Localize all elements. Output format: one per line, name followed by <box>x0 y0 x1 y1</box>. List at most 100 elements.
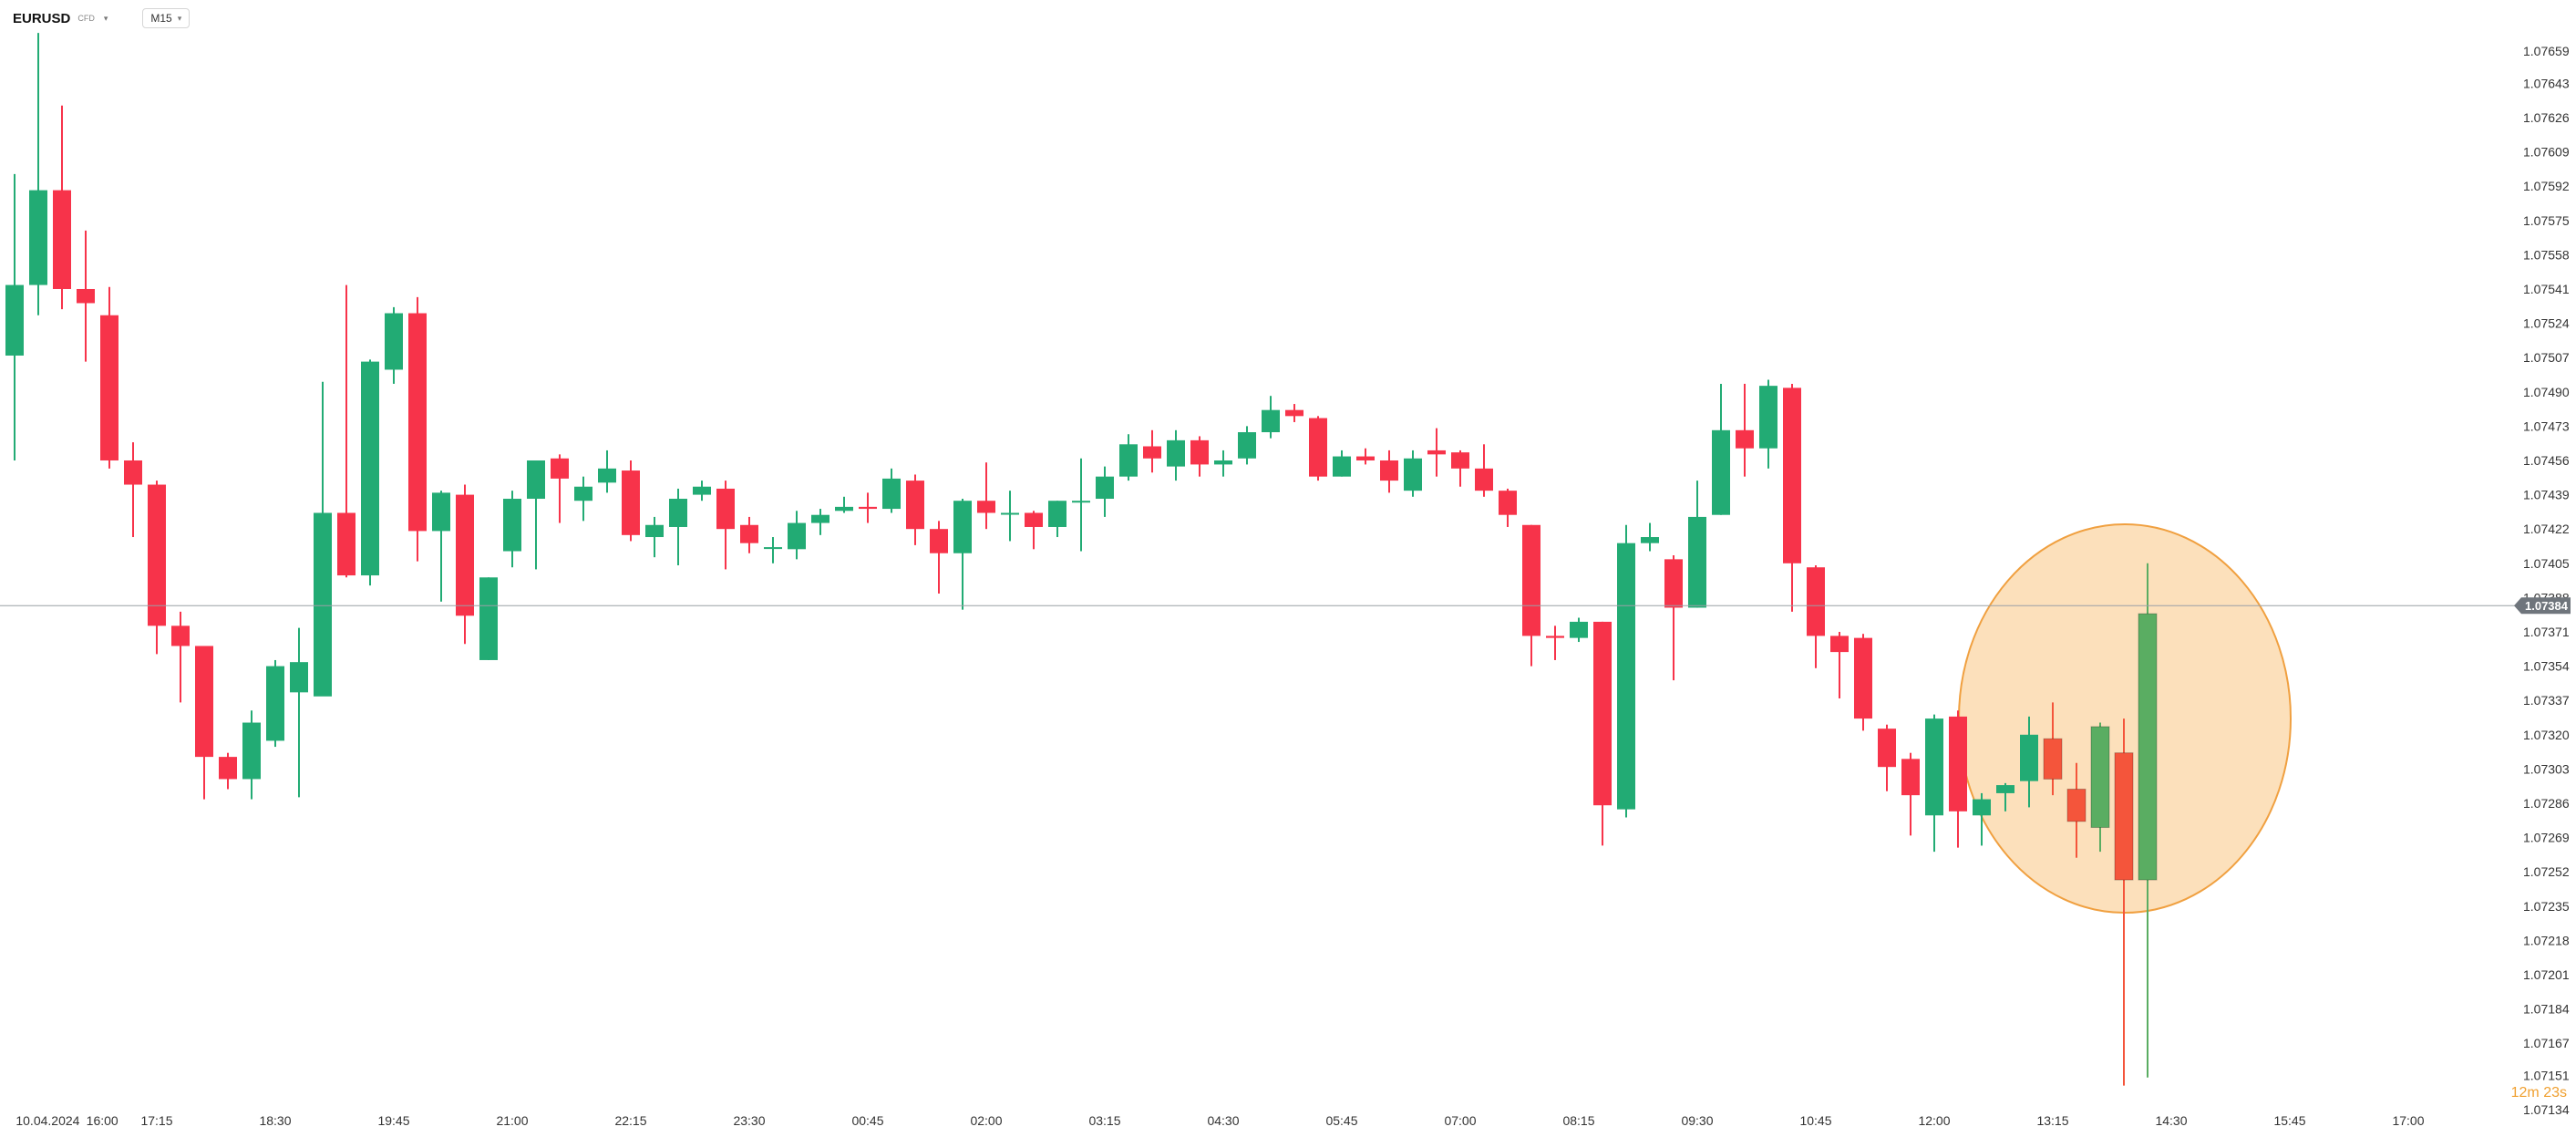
candle[interactable] <box>977 462 995 530</box>
candle[interactable] <box>2114 718 2134 1086</box>
candle[interactable] <box>1262 396 1280 439</box>
candle[interactable] <box>242 710 261 800</box>
candle[interactable] <box>1001 491 1019 542</box>
candle[interactable] <box>266 659 284 748</box>
candle[interactable] <box>148 481 166 655</box>
candle[interactable] <box>385 306 403 384</box>
candle[interactable] <box>1830 631 1849 698</box>
candle[interactable] <box>2090 722 2110 853</box>
candle[interactable] <box>432 491 450 602</box>
symbol-label[interactable]: EURUSD <box>13 10 71 26</box>
candle[interactable] <box>1333 450 1351 477</box>
symbol-dropdown-chevron-down-icon[interactable]: ▾ <box>103 13 108 23</box>
candle[interactable] <box>1285 404 1303 422</box>
candle[interactable] <box>1783 383 1801 612</box>
candle[interactable] <box>1901 752 1920 836</box>
candle[interactable] <box>930 521 948 594</box>
candle[interactable] <box>1214 450 1232 477</box>
candle[interactable] <box>1996 782 2014 811</box>
candle[interactable] <box>124 442 142 538</box>
candle[interactable] <box>2043 702 2063 796</box>
candle[interactable] <box>1096 466 1114 517</box>
candle[interactable] <box>53 105 71 310</box>
candle[interactable] <box>1025 511 1043 550</box>
candle[interactable] <box>1949 710 1967 848</box>
candle[interactable] <box>811 509 829 535</box>
candle[interactable] <box>503 491 521 568</box>
price-line-layer: 1.07384 <box>0 597 2571 615</box>
candle[interactable] <box>953 499 972 610</box>
candle[interactable] <box>1072 458 1090 552</box>
candle[interactable] <box>1522 524 1540 667</box>
candle[interactable] <box>693 481 711 501</box>
candle[interactable] <box>551 454 569 523</box>
candle[interactable] <box>2138 563 2158 1078</box>
candle[interactable] <box>788 511 806 560</box>
candle[interactable] <box>882 468 901 513</box>
candle[interactable] <box>1190 436 1209 477</box>
candle[interactable] <box>1048 501 1066 538</box>
candle[interactable] <box>764 537 782 563</box>
candle[interactable] <box>195 646 213 800</box>
candle[interactable] <box>314 381 332 697</box>
candle[interactable] <box>1309 416 1327 481</box>
candle[interactable] <box>5 173 24 460</box>
candle[interactable] <box>906 474 924 545</box>
candle[interactable] <box>1664 554 1683 681</box>
candle[interactable] <box>1570 617 1588 643</box>
candle[interactable] <box>1759 379 1777 469</box>
candle[interactable] <box>1143 429 1161 473</box>
candle[interactable] <box>1404 450 1422 497</box>
candle[interactable] <box>100 286 118 469</box>
candle[interactable] <box>77 230 95 362</box>
candle[interactable] <box>669 488 687 565</box>
price-axis-tick-label: 1.07659 <box>2523 44 2570 58</box>
candle[interactable] <box>479 577 498 660</box>
candle[interactable] <box>1925 714 1943 853</box>
candle-body <box>1664 559 1683 608</box>
candle[interactable] <box>598 450 616 493</box>
candle[interactable] <box>1167 429 1185 481</box>
candle[interactable] <box>1593 621 1612 846</box>
candle[interactable] <box>645 516 664 558</box>
candle[interactable] <box>622 460 640 542</box>
candle[interactable] <box>29 33 47 315</box>
candle[interactable] <box>171 611 190 703</box>
candle[interactable] <box>1119 434 1138 481</box>
candle[interactable] <box>456 484 474 645</box>
candle[interactable] <box>1854 634 1872 731</box>
candle[interactable] <box>1688 481 1706 608</box>
candle[interactable] <box>2020 716 2038 808</box>
candle[interactable] <box>2066 762 2087 858</box>
candle[interactable] <box>1451 450 1469 487</box>
candle[interactable] <box>1499 488 1517 527</box>
candle[interactable] <box>1736 383 1754 477</box>
candle-body <box>195 646 213 758</box>
candle[interactable] <box>740 516 758 553</box>
candle[interactable] <box>1712 383 1730 515</box>
candle[interactable] <box>290 627 308 798</box>
candle[interactable] <box>1356 448 1375 465</box>
candle[interactable] <box>574 476 592 522</box>
candle[interactable] <box>361 359 379 586</box>
candle[interactable] <box>527 460 545 570</box>
candle[interactable] <box>1475 444 1493 497</box>
candle[interactable] <box>1617 524 1635 818</box>
candle[interactable] <box>1546 625 1564 660</box>
candle[interactable] <box>1427 428 1446 477</box>
candle[interactable] <box>716 481 735 570</box>
candle[interactable] <box>337 284 355 578</box>
time-axis-tick-label: 21:00 <box>496 1113 528 1128</box>
candle[interactable] <box>1380 450 1398 493</box>
timeframe-selector[interactable]: M15 ▾ <box>142 8 191 28</box>
candle[interactable] <box>859 492 877 523</box>
candle[interactable] <box>1807 565 1825 668</box>
candle[interactable] <box>835 496 853 513</box>
candle[interactable] <box>1878 724 1896 791</box>
candle[interactable] <box>219 752 237 790</box>
candle[interactable] <box>1973 792 1991 846</box>
candle[interactable] <box>1641 522 1659 552</box>
candle[interactable] <box>1238 426 1256 465</box>
candle[interactable] <box>408 296 427 562</box>
